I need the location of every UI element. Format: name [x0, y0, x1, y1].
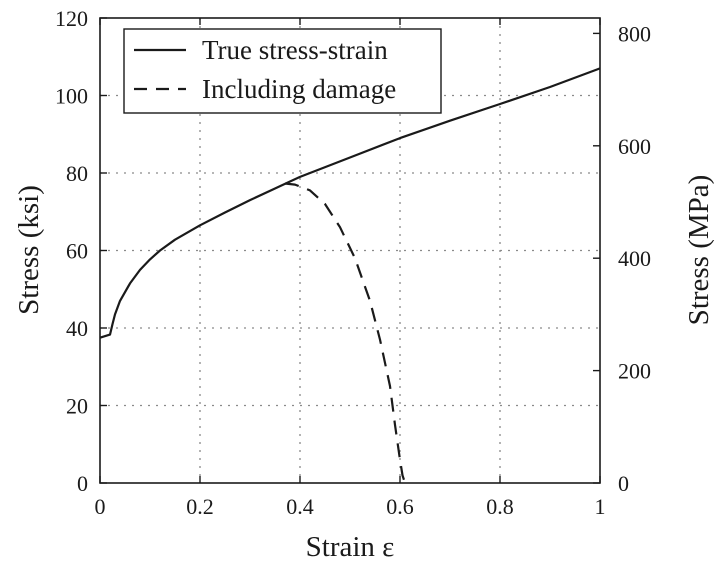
- y2-tick-label: 800: [618, 21, 651, 46]
- legend-box: [123, 28, 442, 114]
- y-tick-label: 120: [55, 6, 88, 31]
- x-tick-label: 0: [95, 494, 106, 519]
- y-tick-label: 20: [66, 394, 88, 419]
- legend-label-true-stress-strain: True stress-strain: [202, 35, 388, 65]
- y2-tick-label: 200: [618, 359, 651, 384]
- y2-tick-label: 600: [618, 134, 651, 159]
- x-tick-label: 0.2: [186, 494, 214, 519]
- y2-tick-label: 0: [618, 471, 629, 496]
- y-tick-label: 100: [55, 84, 88, 109]
- x-tick-label: 0.6: [386, 494, 414, 519]
- legend-label-including-damage: Including damage: [202, 74, 396, 104]
- x-tick-label: 0.4: [286, 494, 314, 519]
- series-line-true-stress-strain: [99, 67, 601, 339]
- y-tick-label: 0: [77, 471, 88, 496]
- ticks: 0 0.2 0.4 0.6 0.8 102040608010012002004006008…: [55, 6, 651, 519]
- legend: True stress-strain Including damage: [123, 28, 442, 114]
- y2-axis-title: Stress (MPa): [683, 175, 715, 326]
- y-tick-label: 80: [66, 161, 88, 186]
- y-axis-title: Stress (ksi): [13, 185, 45, 315]
- y2-tick-label: 400: [618, 246, 651, 271]
- y-tick-label: 60: [66, 239, 88, 264]
- x-axis-title: Strain ε: [306, 531, 395, 563]
- series-line-including-damage: [284, 182, 407, 484]
- x-tick-label: 0.8: [486, 494, 514, 519]
- y-tick-label: 40: [66, 316, 88, 341]
- series-lines: [99, 67, 601, 484]
- x-tick-label: 1: [595, 494, 606, 519]
